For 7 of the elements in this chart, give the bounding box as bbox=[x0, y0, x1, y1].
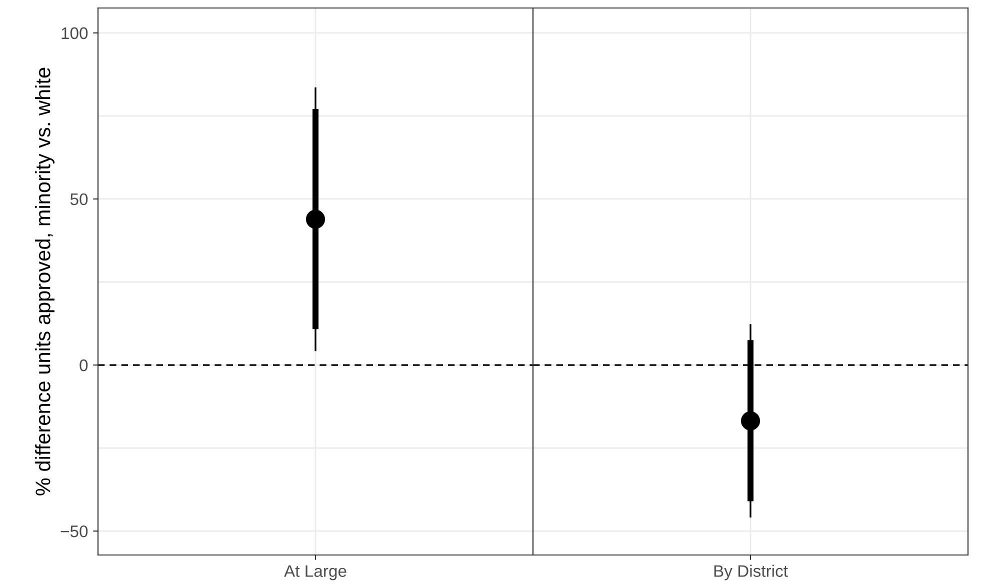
y-tick-label: 50 bbox=[70, 193, 88, 206]
x-tick-label: At Large bbox=[284, 565, 346, 580]
y-tick-label: −50 bbox=[60, 525, 88, 538]
x-tick-label: By District bbox=[714, 564, 788, 580]
y-tick-label: 100 bbox=[62, 27, 88, 40]
y-tick-label: 0 bbox=[80, 359, 88, 372]
y-axis-title: % difference units approved, minority vs. white bbox=[35, 68, 54, 496]
